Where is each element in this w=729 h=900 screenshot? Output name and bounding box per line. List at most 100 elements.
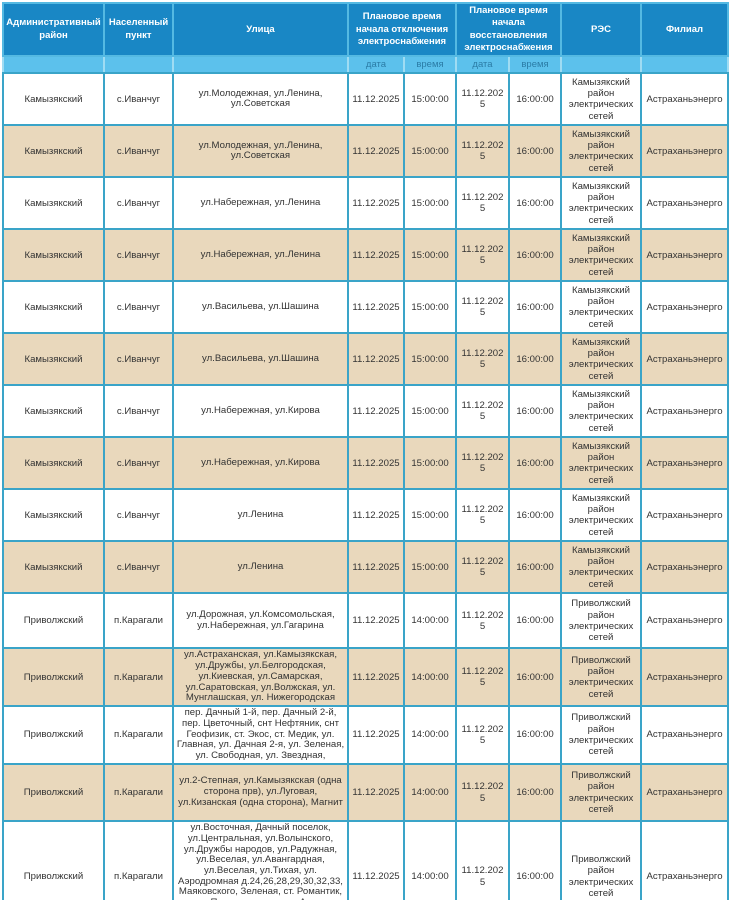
- cell-streets: ул.Молодежная, ул.Ленина, ул.Советская: [172, 124, 349, 179]
- cell-res: Приволжский район электрических сетей: [560, 647, 643, 708]
- cell-streets: пер. Дачный 1-й, пер. Дачный 2-й, пер. Ц…: [172, 705, 349, 766]
- table-row: Камызякский с.Иванчуг ул.Васильева, ул.Ш…: [2, 332, 729, 387]
- cell-res: Приволжский район электрических сетей: [560, 705, 643, 766]
- cell-outage-time: 14:00:00: [403, 592, 457, 650]
- table-header: Административный район Населенный пункт …: [2, 1, 729, 75]
- cell-streets: ул.Восточная, Дачный поселок, ул.Централ…: [172, 820, 349, 900]
- cell-settlement: с.Иванчуг: [103, 384, 174, 439]
- cell-res: Камызякский район электрических сетей: [560, 384, 643, 439]
- cell-district: Камызякский: [2, 280, 105, 335]
- cell-outage-time: 15:00:00: [403, 176, 457, 231]
- cell-district: Камызякский: [2, 384, 105, 439]
- table-row: Приволжский п.Карагали ул.Дорожная, ул.К…: [2, 592, 729, 650]
- table-row: Камызякский с.Иванчуг ул.Набережная, ул.…: [2, 384, 729, 439]
- cell-restore-time: 16:00:00: [507, 72, 563, 127]
- cell-branch: Астраханьэнерго: [640, 176, 729, 231]
- cell-district: Камызякский: [2, 332, 105, 387]
- table-row: Камызякский с.Иванчуг ул.Ленина 11.12.20…: [2, 540, 729, 595]
- cell-branch: Астраханьэнерго: [640, 228, 729, 283]
- cell-streets: ул.Молодежная, ул.Ленина, ул.Советская: [172, 72, 349, 127]
- cell-settlement: с.Иванчуг: [103, 124, 174, 179]
- cell-restore-time: 16:00:00: [507, 124, 563, 179]
- cell-settlement: п.Карагали: [103, 820, 174, 900]
- cell-district: Приволжский: [2, 763, 105, 823]
- table-row: Приволжский п.Карагали пер. Дачный 1-й, …: [2, 705, 729, 766]
- cell-district: Камызякский: [2, 228, 105, 283]
- cell-restore-date: 11.12.2025: [455, 647, 510, 708]
- cell-branch: Астраханьэнерго: [640, 763, 729, 823]
- cell-res: Приволжский район электрических сетей: [560, 820, 643, 900]
- cell-outage-time: 15:00:00: [403, 384, 457, 439]
- cell-streets: ул.Дорожная, ул.Комсомольская, ул.Набере…: [172, 592, 349, 650]
- header-street: Улица: [172, 1, 349, 58]
- subheader-empty-district: [2, 55, 105, 75]
- cell-restore-date: 11.12.2025: [455, 436, 510, 491]
- cell-restore-time: 16:00:00: [507, 647, 563, 708]
- cell-outage-date: 11.12.2025: [347, 592, 405, 650]
- cell-district: Камызякский: [2, 124, 105, 179]
- cell-branch: Астраханьэнерго: [640, 592, 729, 650]
- cell-outage-date: 11.12.2025: [347, 436, 405, 491]
- subheader-outage-date: дата: [347, 55, 405, 75]
- cell-branch: Астраханьэнерго: [640, 72, 729, 127]
- cell-restore-time: 16:00:00: [507, 705, 563, 766]
- subheader-restore-date: дата: [455, 55, 510, 75]
- cell-outage-time: 14:00:00: [403, 763, 457, 823]
- cell-district: Камызякский: [2, 72, 105, 127]
- cell-settlement: п.Карагали: [103, 647, 174, 708]
- table-row: Приволжский п.Карагали ул.Астраханская, …: [2, 647, 729, 708]
- cell-restore-time: 16:00:00: [507, 280, 563, 335]
- cell-district: Приволжский: [2, 705, 105, 766]
- cell-settlement: с.Иванчуг: [103, 228, 174, 283]
- cell-restore-time: 16:00:00: [507, 540, 563, 595]
- cell-branch: Астраханьэнерго: [640, 540, 729, 595]
- cell-outage-date: 11.12.2025: [347, 228, 405, 283]
- cell-streets: ул.Набережная, ул.Ленина: [172, 176, 349, 231]
- cell-restore-time: 16:00:00: [507, 436, 563, 491]
- table-row: Камызякский с.Иванчуг ул.Молодежная, ул.…: [2, 72, 729, 127]
- cell-district: Камызякский: [2, 488, 105, 543]
- cell-res: Камызякский район электрических сетей: [560, 540, 643, 595]
- table-row: Приволжский п.Карагали ул.2-Степная, ул.…: [2, 763, 729, 823]
- cell-outage-date: 11.12.2025: [347, 280, 405, 335]
- cell-streets: ул.Ленина: [172, 540, 349, 595]
- cell-restore-time: 16:00:00: [507, 228, 563, 283]
- table-row: Камызякский с.Иванчуг ул.Набережная, ул.…: [2, 228, 729, 283]
- cell-restore-date: 11.12.2025: [455, 820, 510, 900]
- cell-res: Камызякский район электрических сетей: [560, 332, 643, 387]
- table-row: Камызякский с.Иванчуг ул.Молодежная, ул.…: [2, 124, 729, 179]
- cell-streets: ул.Васильева, ул.Шашина: [172, 280, 349, 335]
- cell-district: Камызякский: [2, 540, 105, 595]
- cell-branch: Астраханьэнерго: [640, 384, 729, 439]
- cell-outage-time: 15:00:00: [403, 436, 457, 491]
- cell-restore-time: 16:00:00: [507, 763, 563, 823]
- cell-branch: Астраханьэнерго: [640, 820, 729, 900]
- header-restore-group: Плановое время начала восстановления эле…: [454, 1, 563, 58]
- cell-res: Приволжский район электрических сетей: [560, 592, 643, 650]
- cell-outage-time: 14:00:00: [403, 647, 457, 708]
- cell-outage-time: 15:00:00: [403, 488, 457, 543]
- cell-outage-time: 15:00:00: [403, 72, 457, 127]
- cell-outage-date: 11.12.2025: [347, 763, 405, 823]
- cell-outage-date: 11.12.2025: [347, 820, 405, 900]
- cell-restore-date: 11.12.2025: [455, 176, 510, 231]
- cell-streets: ул.2-Степная, ул.Камызякская (одна сторо…: [172, 763, 349, 823]
- cell-restore-date: 11.12.2025: [455, 488, 510, 543]
- cell-settlement: п.Карагали: [103, 592, 174, 650]
- cell-res: Камызякский район электрических сетей: [560, 176, 643, 231]
- cell-restore-date: 11.12.2025: [455, 705, 510, 766]
- cell-settlement: с.Иванчуг: [103, 540, 174, 595]
- cell-restore-time: 16:00:00: [507, 592, 563, 650]
- cell-outage-time: 14:00:00: [403, 820, 457, 900]
- cell-branch: Астраханьэнерго: [640, 647, 729, 708]
- cell-outage-time: 15:00:00: [403, 332, 457, 387]
- subheader-empty-settlement: [103, 55, 174, 75]
- cell-restore-date: 11.12.2025: [455, 228, 510, 283]
- cell-res: Камызякский район электрических сетей: [560, 436, 643, 491]
- cell-outage-time: 15:00:00: [403, 540, 457, 595]
- cell-branch: Астраханьэнерго: [640, 332, 729, 387]
- cell-streets: ул.Набережная, ул.Кирова: [172, 436, 349, 491]
- cell-branch: Астраханьэнерго: [640, 124, 729, 179]
